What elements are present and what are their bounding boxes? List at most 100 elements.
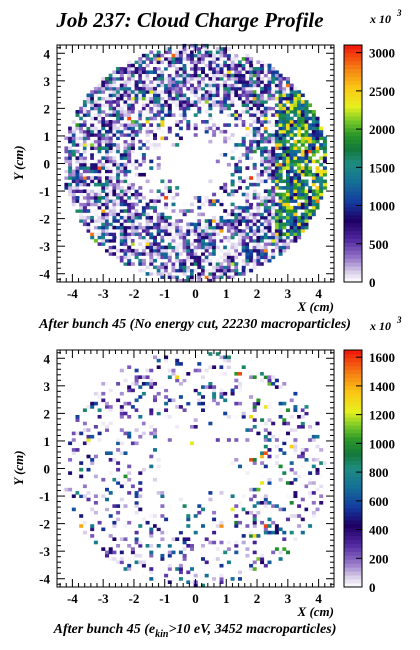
heatmap-cell <box>252 192 257 197</box>
heatmap-cell <box>112 205 117 210</box>
heatmap-cell <box>252 139 257 144</box>
heatmap-cell <box>97 146 102 150</box>
heatmap-cell <box>249 530 254 535</box>
heatmap-cell <box>197 225 202 230</box>
heatmap-cell <box>267 375 272 379</box>
heatmap-cell <box>293 448 298 452</box>
heatmap-cell <box>138 110 143 114</box>
heatmap-cell <box>241 245 246 250</box>
heatmap-cell <box>119 232 124 236</box>
heatmap-cell <box>245 547 250 551</box>
heatmap-cell <box>193 80 198 84</box>
heatmap-cell <box>249 563 254 568</box>
heatmap-cell <box>190 209 194 213</box>
heatmap-cell <box>75 123 80 127</box>
heatmap-cell <box>123 100 128 104</box>
heatmap-cell <box>160 116 165 121</box>
heatmap-cell <box>71 129 76 134</box>
heatmap-cell <box>138 86 143 91</box>
color-scale-label: 1200 <box>369 408 395 423</box>
heatmap-cell <box>97 169 102 174</box>
heatmap-cell <box>171 196 176 200</box>
heatmap-cell <box>304 139 309 144</box>
color-scale-segment <box>344 262 362 267</box>
heatmap-cell <box>230 139 235 144</box>
heatmap-cell <box>300 212 305 217</box>
heatmap-cell <box>267 560 272 565</box>
heatmap-cell <box>138 235 143 240</box>
x-tick-label: 3 <box>285 591 292 606</box>
heatmap-cell <box>138 67 143 71</box>
heatmap-cell <box>130 212 135 217</box>
heatmap-cell <box>119 202 124 207</box>
heatmap-cell <box>223 245 228 250</box>
heatmap-cell <box>164 235 169 240</box>
heatmap-cell <box>141 517 146 522</box>
heatmap-cell <box>116 510 121 515</box>
heatmap-cell <box>289 93 294 98</box>
heatmap-cell <box>238 205 242 210</box>
heatmap-cell <box>289 215 294 220</box>
heatmap-cell <box>256 77 261 81</box>
color-scale-segment <box>344 254 362 259</box>
heatmap-cell <box>304 408 309 412</box>
heatmap-cell <box>101 106 106 111</box>
heatmap-cell <box>167 83 172 88</box>
heatmap-cell <box>260 120 265 124</box>
heatmap-cell <box>252 123 257 127</box>
heatmap-cell <box>204 385 209 389</box>
heatmap-cell <box>263 530 268 535</box>
heatmap-cell <box>86 438 91 442</box>
heatmap-cell <box>64 176 69 180</box>
heatmap-cell <box>123 378 128 383</box>
heatmap-cell <box>93 222 98 227</box>
heatmap-cell <box>289 90 294 94</box>
heatmap-cell <box>223 268 228 273</box>
heatmap-cell <box>271 199 276 203</box>
heatmap-cell <box>308 196 313 200</box>
heatmap-cell <box>260 239 265 243</box>
heatmap-cell <box>79 209 84 213</box>
heatmap-cell <box>249 368 254 373</box>
heatmap-cell <box>127 401 132 406</box>
heatmap-cell <box>289 136 294 141</box>
heatmap-cell <box>245 106 250 111</box>
heatmap-cell <box>82 116 87 121</box>
heatmap-cell <box>271 70 276 74</box>
heatmap-cell <box>208 385 213 389</box>
heatmap-cell <box>208 268 213 273</box>
heatmap-cell <box>230 242 235 246</box>
heatmap-cell <box>308 481 313 485</box>
heatmap-cell <box>68 139 73 144</box>
heatmap-cell <box>182 50 187 55</box>
heatmap-cell <box>282 139 287 144</box>
heatmap-cell <box>201 242 205 246</box>
heatmap-cell <box>289 96 294 101</box>
heatmap-cell <box>308 215 313 220</box>
heatmap-cell <box>182 378 187 383</box>
heatmap-cell <box>241 136 246 141</box>
heatmap-cell <box>145 428 150 432</box>
heatmap-cell <box>134 408 139 412</box>
heatmap-cell <box>260 110 265 114</box>
heatmap-cell <box>108 136 113 141</box>
heatmap-cell <box>256 176 261 180</box>
heatmap-cell <box>241 534 246 538</box>
color-scale-segment <box>344 429 362 434</box>
heatmap-cell <box>190 57 194 61</box>
heatmap-cell <box>297 205 302 210</box>
heatmap-cell <box>297 100 302 104</box>
heatmap-cell <box>119 239 124 243</box>
heatmap-cell <box>193 255 198 260</box>
heatmap-cell <box>145 232 150 236</box>
heatmap-cell <box>119 186 124 190</box>
heatmap-cell <box>238 239 242 243</box>
heatmap-cell <box>322 169 327 174</box>
heatmap-cell <box>282 166 287 170</box>
heatmap-cell <box>293 106 298 111</box>
heatmap-cell <box>134 215 139 220</box>
heatmap-cell <box>190 255 194 260</box>
heatmap-cell <box>263 514 268 518</box>
heatmap-cell <box>308 202 313 207</box>
heatmap-cell <box>116 156 121 160</box>
